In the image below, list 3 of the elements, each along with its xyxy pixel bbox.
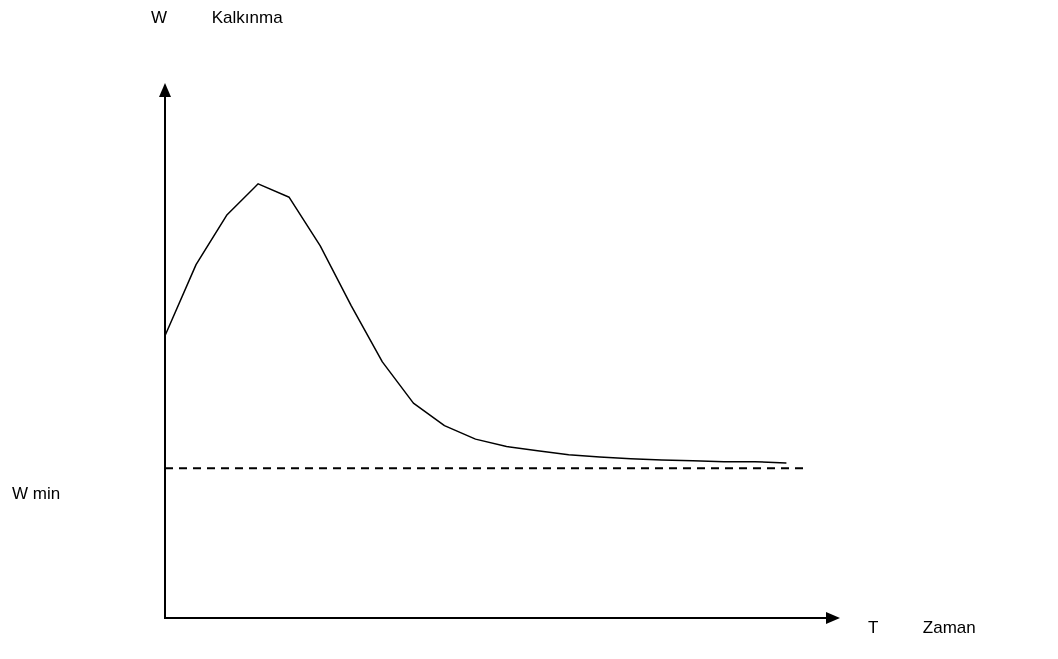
- x-axis-title: T Zaman: [868, 617, 976, 637]
- ref-line-label: W min: [12, 483, 61, 503]
- text: W Kalkınma: [151, 7, 284, 27]
